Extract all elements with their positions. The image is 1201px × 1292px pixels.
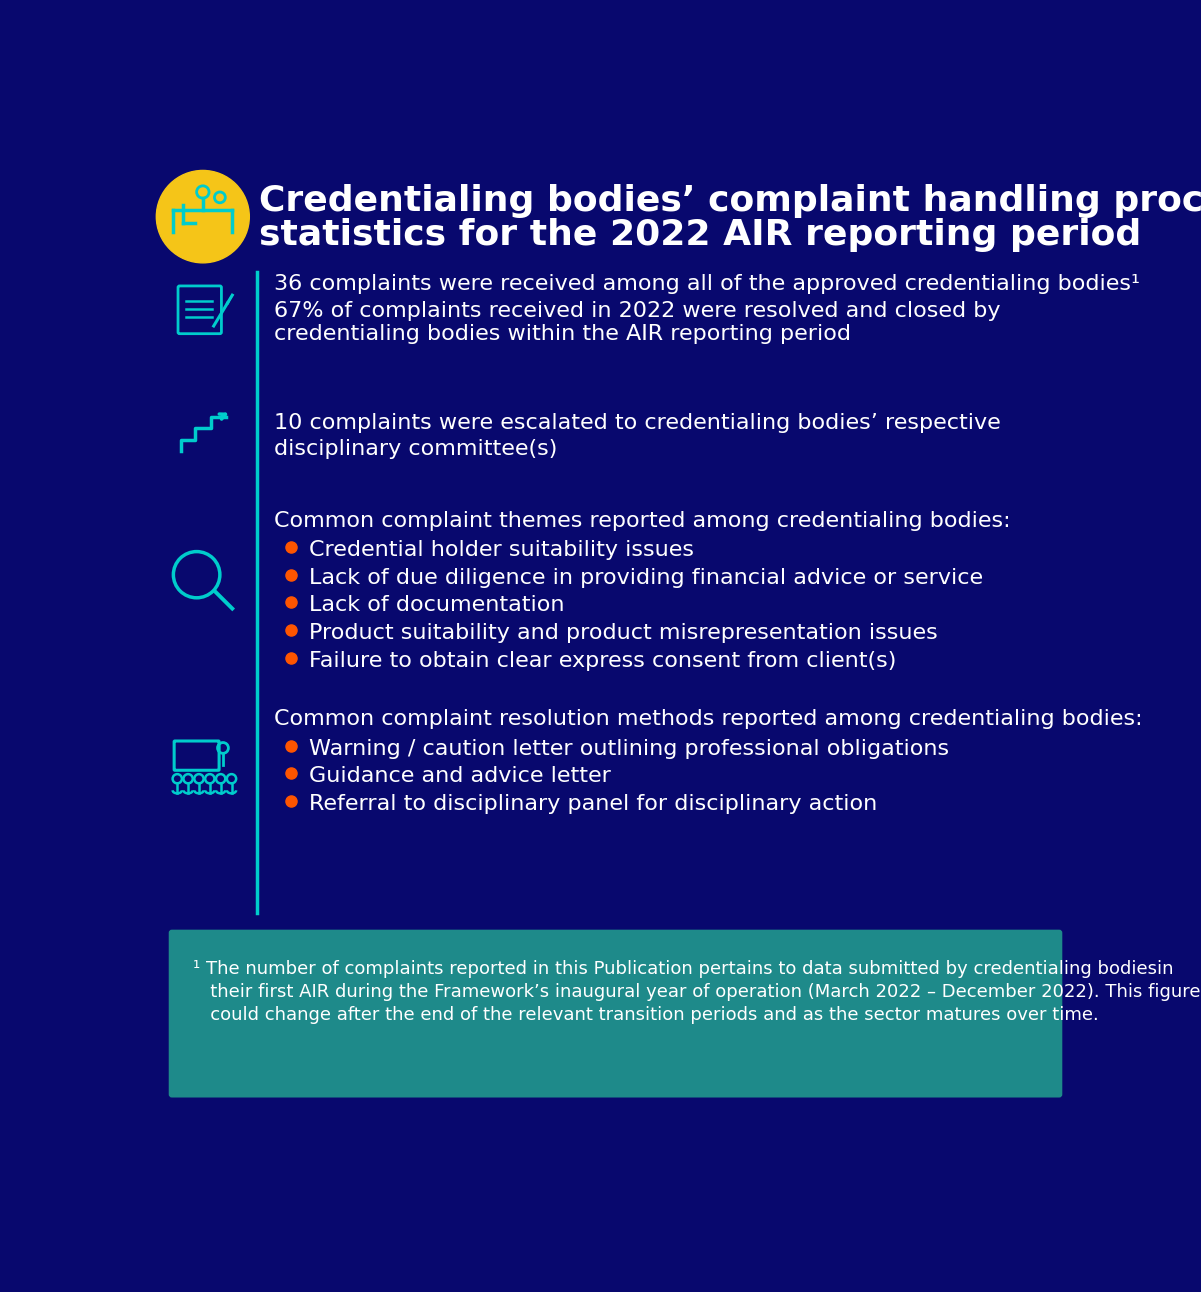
Text: Referral to disciplinary panel for disciplinary action: Referral to disciplinary panel for disci… [309,795,877,814]
Text: Lack of due diligence in providing financial advice or service: Lack of due diligence in providing finan… [309,567,984,588]
Text: Credential holder suitability issues: Credential holder suitability issues [309,540,694,559]
Text: statistics for the 2022 AIR reporting period: statistics for the 2022 AIR reporting pe… [258,218,1141,252]
FancyBboxPatch shape [168,930,1063,1097]
Text: ¹ The number of complaints reported in this Publication pertains to data submitt: ¹ The number of complaints reported in t… [192,960,1173,978]
Text: Failure to obtain clear express consent from client(s): Failure to obtain clear express consent … [309,651,896,671]
Text: their first AIR during the Framework’s inaugural year of operation (March 2022 –: their first AIR during the Framework’s i… [192,983,1200,1001]
Text: Product suitability and product misrepresentation issues: Product suitability and product misrepre… [309,623,938,643]
Text: Lack of documentation: Lack of documentation [309,596,564,615]
Text: credentialing bodies within the AIR reporting period: credentialing bodies within the AIR repo… [274,324,852,345]
Text: disciplinary committee(s): disciplinary committee(s) [274,439,557,459]
Text: Common complaint themes reported among credentialing bodies:: Common complaint themes reported among c… [274,510,1011,531]
Text: 10 complaints were escalated to credentialing bodies’ respective: 10 complaints were escalated to credenti… [274,413,1000,433]
Text: Common complaint resolution methods reported among credentialing bodies:: Common complaint resolution methods repo… [274,709,1142,730]
Ellipse shape [156,171,250,262]
Text: Guidance and advice letter: Guidance and advice letter [309,766,611,787]
Text: 67% of complaints received in 2022 were resolved and closed by: 67% of complaints received in 2022 were … [274,301,1000,320]
Text: Credentialing bodies’ complaint handling process: Credentialing bodies’ complaint handling… [258,185,1201,218]
Text: Warning / caution letter outlining professional obligations: Warning / caution letter outlining profe… [309,739,949,758]
Text: 36 complaints were received among all of the approved credentialing bodies¹: 36 complaints were received among all of… [274,274,1140,295]
Text: could change after the end of the relevant transition periods and as the sector : could change after the end of the releva… [192,1006,1099,1023]
